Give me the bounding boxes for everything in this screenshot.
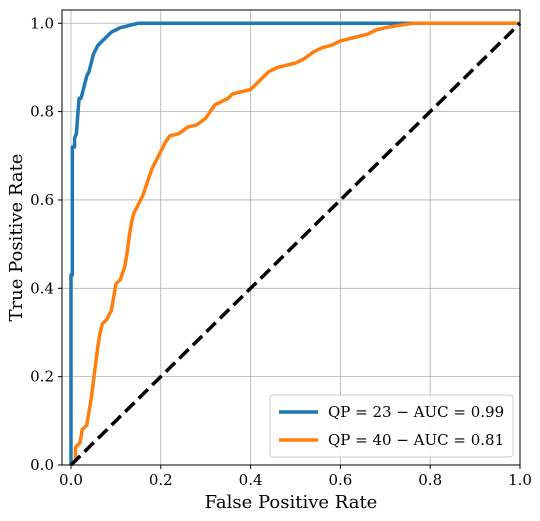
roc-curve-qp23: [69, 21, 520, 465]
y-tick-label: 0.6: [30, 191, 54, 209]
x-tick-label: 1.0: [508, 471, 532, 489]
legend: QP = 23 − AUC = 0.99 QP = 40 − AUC = 0.8…: [269, 394, 514, 458]
y-tick-label: 0.0: [30, 456, 54, 474]
plot-frame: [61, 9, 521, 466]
x-tick-label: 0.6: [328, 471, 352, 489]
chance-diagonal-line: [69, 22, 522, 467]
x-tick-label: 0.0: [59, 471, 83, 489]
series-lines: [69, 21, 522, 467]
x-tick-label: 0.2: [149, 471, 173, 489]
legend-box: [269, 394, 514, 458]
y-tick-label: 0.2: [30, 368, 54, 386]
legend-label-qp23: QP = 23 − AUC = 0.99: [328, 403, 504, 421]
legend-label-qp40: QP = 40 − AUC = 0.81: [328, 431, 504, 449]
axis-ticks: 0.0 0.2 0.4 0.6 0.8 1.0 0.0 0.2 0.4 0.6 0.8 1.0: [30, 14, 532, 489]
grid-lines: [62, 10, 521, 466]
y-tick-label: 0.4: [30, 279, 54, 297]
x-tick-label: 0.8: [418, 471, 442, 489]
y-tick-label: 0.8: [30, 103, 54, 121]
roc-curve-qp40: [69, 21, 520, 467]
x-axis-label: False Positive Rate: [205, 492, 378, 513]
x-tick-label: 0.4: [239, 471, 263, 489]
y-axis-label: True Positive Rate: [6, 154, 27, 322]
y-tick-label: 1.0: [30, 14, 54, 32]
